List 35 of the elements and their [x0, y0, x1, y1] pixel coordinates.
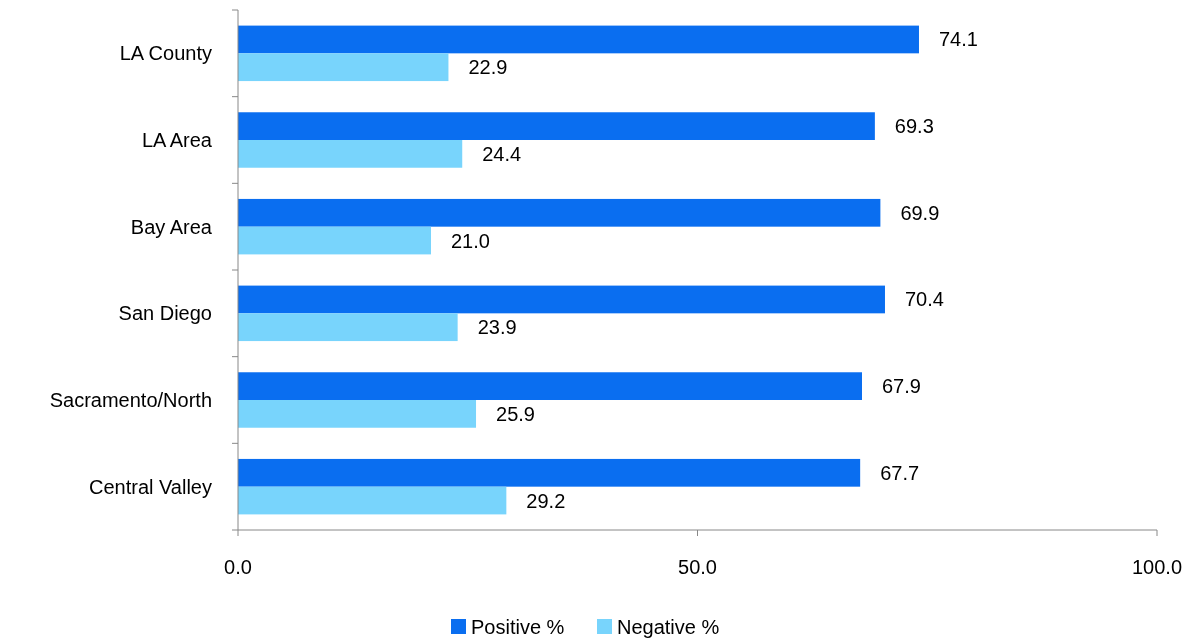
text: 67.7 [880, 461, 920, 484]
legend-label: Negative % [617, 616, 720, 638]
bar [238, 53, 449, 82]
x-tick-label: 0.0 [224, 556, 252, 578]
text: 69.9 [900, 201, 940, 224]
y-tick-label: LA Area [141, 129, 213, 151]
bar [238, 25, 919, 54]
text: 67.9 [882, 375, 921, 398]
bar [238, 226, 431, 255]
text: 69.3 [894, 115, 934, 138]
x-tick-label: 100.0 [1131, 556, 1183, 578]
bar [238, 140, 463, 168]
bar [238, 285, 885, 314]
y-tick-label: San Diego [118, 302, 212, 325]
bar [238, 372, 862, 400]
bar [238, 313, 458, 342]
bar [238, 112, 875, 140]
text: 23.9 [477, 316, 517, 339]
y-tick-label: Bay Area [130, 215, 213, 238]
text: 25.9 [496, 402, 535, 425]
text: 22.9 [468, 56, 508, 79]
text: 70.4 [904, 288, 944, 311]
text: 21.0 [450, 229, 490, 252]
y-tick-label: Sacramento/North [49, 389, 212, 411]
text: 74.1 [938, 28, 978, 51]
x-tick-label: 50.0 [678, 556, 717, 578]
legend-label: Positive % [471, 616, 565, 638]
text: 24.4 [482, 142, 522, 165]
bar [238, 458, 861, 487]
bar [238, 198, 881, 227]
text: 29.2 [526, 489, 566, 512]
y-tick-label: LA County [119, 42, 212, 65]
bar [238, 486, 507, 515]
y-tick-label: Central Valley [88, 475, 212, 498]
bar [238, 400, 477, 428]
